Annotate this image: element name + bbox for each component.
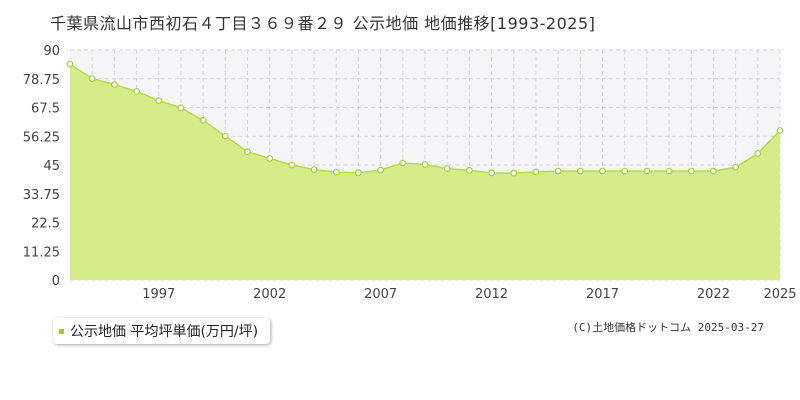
y-tick-label: 56.25 [23, 130, 60, 145]
data-point [110, 81, 118, 88]
data-point [710, 167, 717, 175]
data-point [310, 166, 318, 174]
data-point [66, 60, 74, 68]
legend-swatch [59, 328, 64, 334]
y-tick-label: 90 [43, 44, 60, 59]
x-tick-label: 2025 [763, 287, 796, 302]
data-point [665, 167, 673, 175]
data-point [155, 97, 163, 104]
data-point [88, 75, 96, 82]
data-point [732, 163, 739, 171]
data-point [421, 161, 429, 168]
y-tick-label: 0 [52, 274, 60, 289]
legend: 公示地価 平均坪単価(万円/坪) [53, 318, 271, 344]
data-point [244, 148, 251, 156]
data-point [177, 104, 185, 112]
copyright: (C)土地価格ドットコム 2025-03-27 [572, 321, 764, 334]
y-tick-label: 45 [43, 159, 60, 174]
y-tick-label: 33.75 [23, 188, 60, 203]
data-point [399, 159, 407, 167]
y-tick-label: 78.75 [23, 73, 60, 88]
y-tick-label: 22.5 [31, 217, 60, 232]
y-tick-label: 67.5 [31, 102, 60, 117]
data-point [510, 169, 518, 177]
data-point [754, 150, 762, 157]
data-point [199, 116, 207, 124]
data-point [466, 166, 473, 174]
data-point [377, 166, 385, 174]
data-point [776, 127, 784, 134]
x-tick-label: 2012 [475, 287, 508, 302]
data-point [288, 161, 296, 169]
legend-label: 公示地価 平均坪単価(万円/坪) [70, 324, 259, 340]
data-point [355, 169, 362, 177]
data-point [332, 168, 340, 176]
data-point [488, 169, 496, 177]
x-tick-label: 1997 [142, 287, 175, 302]
data-point [599, 167, 606, 175]
y-tick-label: 11.25 [23, 245, 60, 260]
page-title: 千葉県流山市西初石４丁目３６９番２９ 公示地価 地価推移[1993-2025] [50, 14, 596, 33]
data-point [554, 167, 562, 175]
series-area [70, 64, 780, 280]
data-point [133, 87, 141, 95]
data-point [532, 168, 540, 176]
x-tick-label: 2022 [697, 287, 730, 302]
data-point [576, 167, 584, 175]
x-tick-label: 2017 [586, 287, 619, 302]
data-point [443, 165, 451, 173]
data-point [621, 167, 629, 175]
data-point [643, 167, 651, 175]
data-point [687, 167, 695, 175]
x-tick-label: 2007 [364, 287, 397, 302]
data-point [221, 132, 229, 140]
x-tick-label: 2002 [253, 287, 286, 302]
data-point [266, 154, 274, 162]
